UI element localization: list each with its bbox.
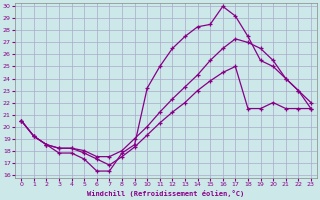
X-axis label: Windchill (Refroidissement éolien,°C): Windchill (Refroidissement éolien,°C): [87, 190, 245, 197]
